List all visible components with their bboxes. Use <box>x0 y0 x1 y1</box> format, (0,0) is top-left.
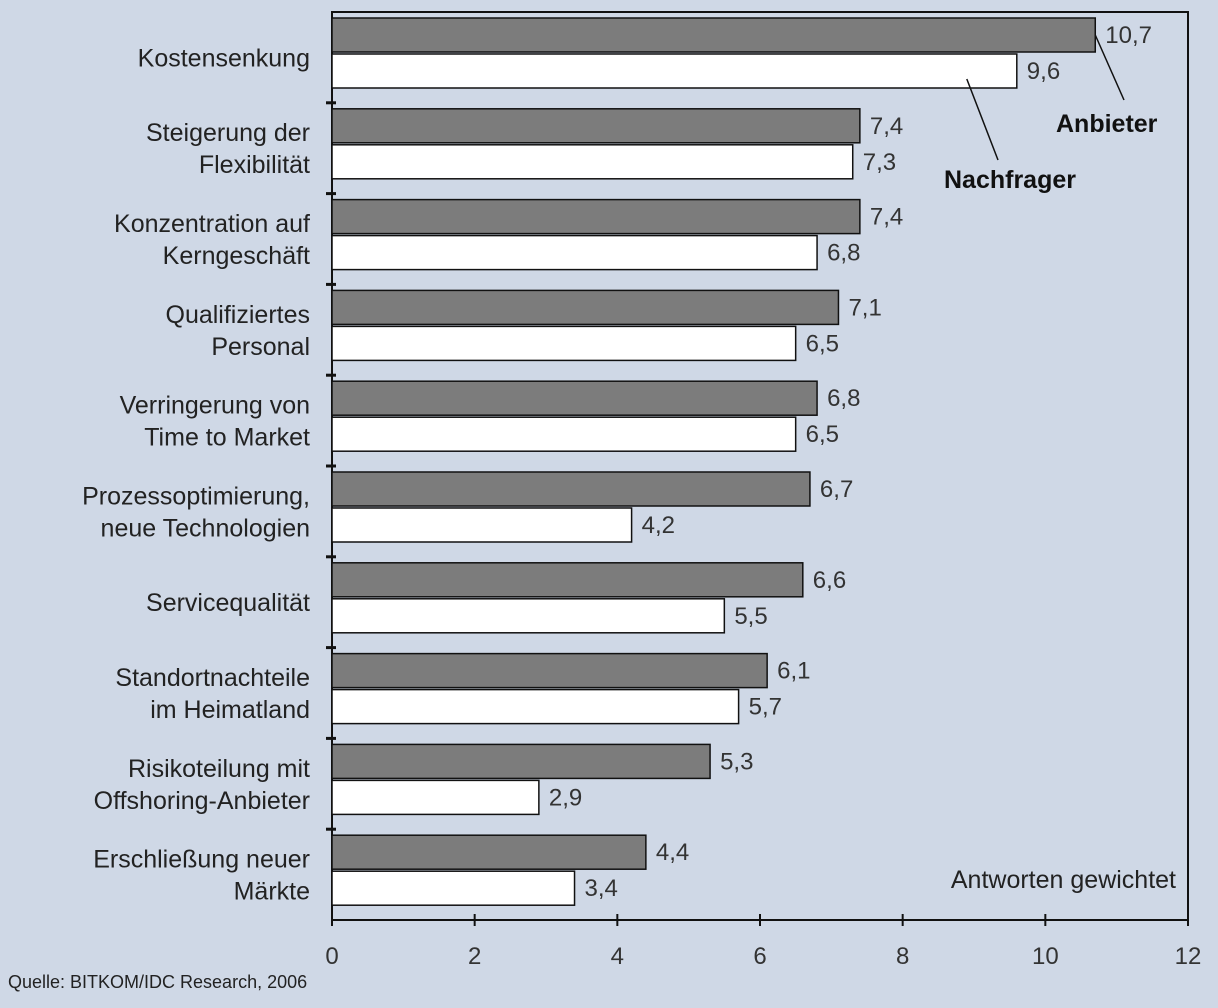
data-label: 7,4 <box>870 113 903 140</box>
category-label: Flexibilität <box>199 151 310 179</box>
bar-nachfrager <box>331 507 633 543</box>
x-tick-label: 2 <box>468 943 481 970</box>
bar-anbieter <box>331 471 811 507</box>
data-label: 6,8 <box>827 240 860 267</box>
data-label: 7,3 <box>863 149 896 176</box>
category-label: Kerngeschäft <box>163 242 310 270</box>
legend-label-anbieter: Anbieter <box>1056 110 1158 138</box>
category-label: Standortnachteile <box>115 664 310 692</box>
bar-nachfrager <box>331 53 1018 89</box>
data-label: 4,2 <box>642 512 675 539</box>
data-label: 6,6 <box>813 567 846 594</box>
bar-anbieter <box>331 380 818 416</box>
bar-anbieter <box>331 289 840 326</box>
category-label: Qualifiziertes <box>166 301 311 329</box>
bar-nachfrager <box>331 325 797 362</box>
data-label: 6,5 <box>806 330 839 357</box>
category-label: Kostensenkung <box>138 44 310 72</box>
data-label: 7,1 <box>848 294 881 321</box>
x-tick-label: 4 <box>611 943 624 970</box>
annotation: Antworten gewichtet <box>951 866 1176 894</box>
legend-leader-nachfrager <box>966 78 999 161</box>
data-label: 6,8 <box>827 385 860 412</box>
category-label: Servicequalität <box>146 589 310 617</box>
category-label: Prozessoptimierung, <box>82 482 310 510</box>
category-label: Steigerung der <box>146 119 310 147</box>
data-label: 7,4 <box>870 204 903 231</box>
category-label: Märkte <box>234 878 310 906</box>
bar-nachfrager <box>331 234 818 271</box>
category-label: Konzentration auf <box>114 210 310 238</box>
bar-nachfrager <box>331 870 576 906</box>
bar-nachfrager <box>331 598 726 634</box>
x-tick-label: 0 <box>325 943 338 970</box>
data-label: 4,4 <box>656 839 689 866</box>
category-label: Offshoring-Anbieter <box>94 787 310 815</box>
bar-anbieter <box>331 17 1097 53</box>
data-label: 5,7 <box>749 694 782 721</box>
category-label: Time to Market <box>144 424 310 452</box>
x-tick-label: 10 <box>1032 943 1059 970</box>
bar-nachfrager <box>331 779 540 816</box>
category-label: im Heimatland <box>150 696 310 724</box>
data-label: 5,5 <box>734 603 767 630</box>
bar-anbieter <box>331 743 711 780</box>
source-note: Quelle: BITKOM/IDC Research, 2006 <box>8 972 308 992</box>
category-label: Verringerung von <box>120 392 310 420</box>
data-label: 3,4 <box>585 875 618 902</box>
x-tick-label: 8 <box>896 943 909 970</box>
data-label: 6,7 <box>820 476 853 503</box>
data-label: 9,6 <box>1027 58 1060 85</box>
bar-nachfrager <box>331 416 797 452</box>
bar-anbieter <box>331 652 768 689</box>
bar-nachfrager <box>331 144 854 180</box>
bar-nachfrager <box>331 688 740 725</box>
category-label: Erschließung neuer <box>93 846 310 874</box>
legend-leader-anbieter <box>1094 34 1125 101</box>
x-tick-label: 6 <box>753 943 766 970</box>
bar-anbieter <box>331 108 861 144</box>
category-label: neue Technologien <box>101 514 310 542</box>
data-label: 6,5 <box>806 421 839 448</box>
bar-anbieter <box>331 834 647 870</box>
category-label: Risikoteilung mit <box>128 755 310 783</box>
legend-label-nachfrager: Nachfrager <box>944 166 1076 194</box>
data-label: 2,9 <box>549 784 582 811</box>
x-tick-label: 12 <box>1175 943 1202 970</box>
category-label: Personal <box>211 333 310 361</box>
bar-anbieter <box>331 198 861 235</box>
data-label: 10,7 <box>1105 22 1152 49</box>
data-label: 6,1 <box>777 658 810 685</box>
data-label: 5,3 <box>720 748 753 775</box>
bar-anbieter <box>331 562 804 598</box>
